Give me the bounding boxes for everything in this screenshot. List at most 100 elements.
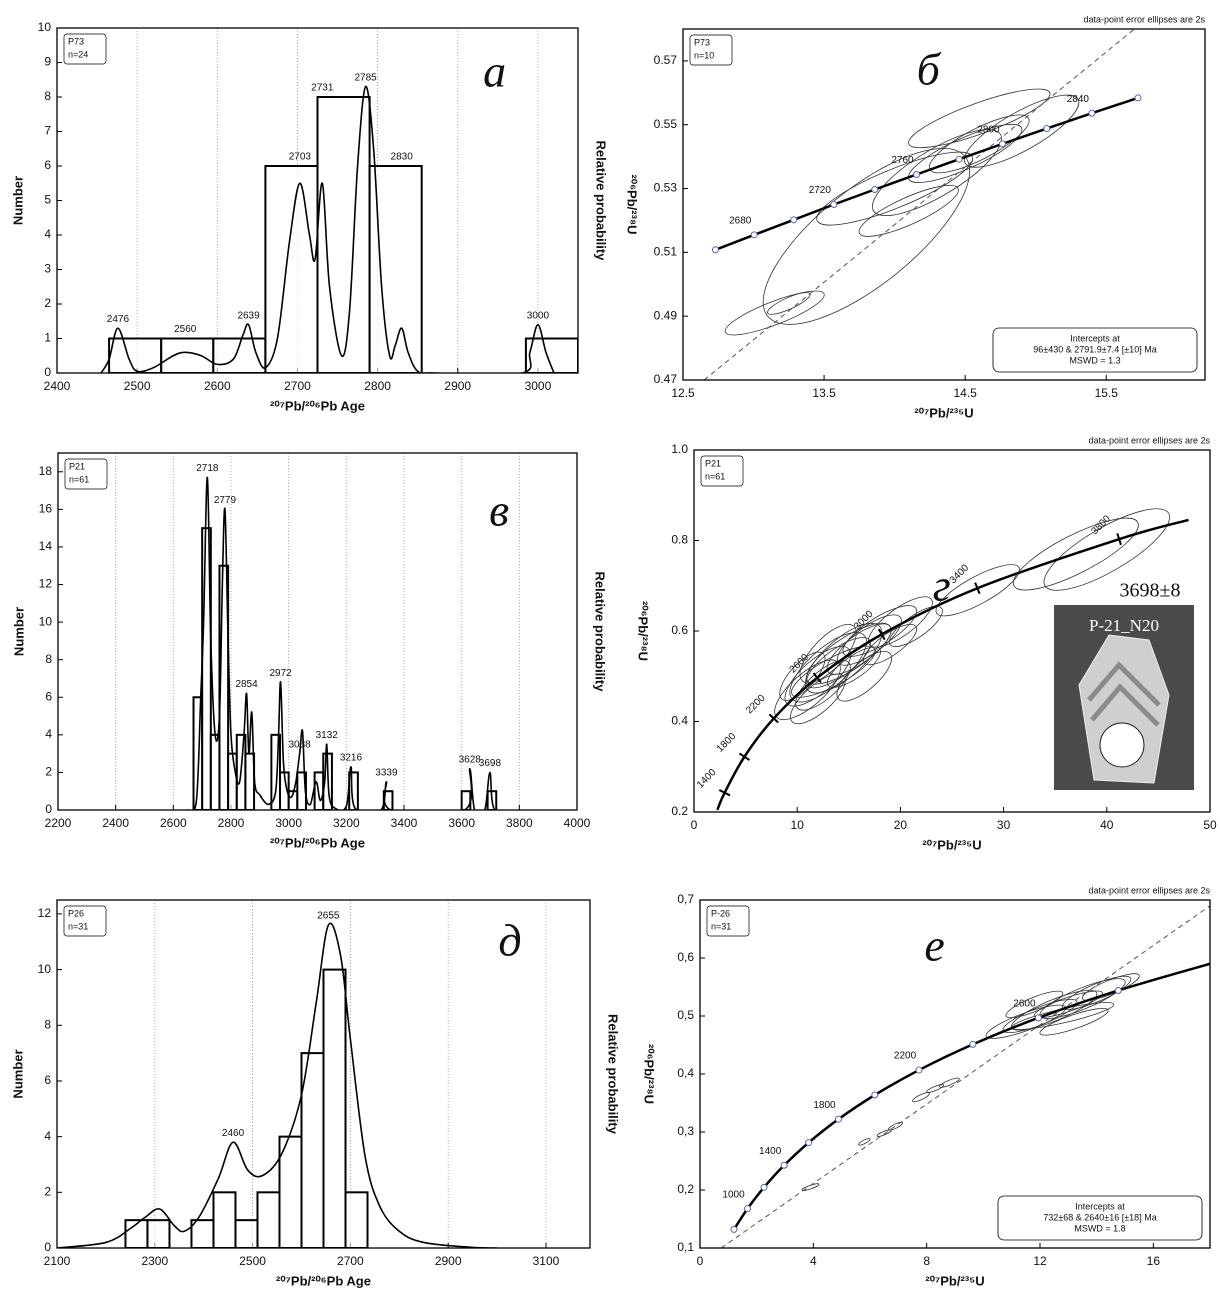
age-marker: [1134, 94, 1142, 102]
panel: 2400 2500 2600 2700 2800 2900 3000 0 1 2 3 4 5 6 7 8 9 10…: [10, 20, 608, 413]
histogram-bar: [227, 752, 238, 810]
peak-label: 2972: [269, 668, 292, 679]
probability-curve: [186, 476, 520, 810]
plot-frame: [57, 452, 578, 811]
error-ellipse: [1081, 973, 1140, 1001]
age-label: 1000: [722, 1189, 745, 1200]
age-label: 2760: [891, 155, 914, 166]
x-tick-label: 10: [791, 818, 805, 832]
plot-frame: [699, 899, 1211, 1249]
x-tick-label: 2900: [444, 379, 471, 393]
sample-id: P21: [705, 458, 721, 468]
age-label: 1400: [695, 767, 719, 791]
x-tick-label: 2400: [102, 816, 129, 830]
plot-content: [716, 508, 1189, 811]
age-marker: [871, 1091, 879, 1099]
error-ellipse: [926, 1084, 945, 1093]
sample-box: [63, 33, 107, 65]
y-tick-label: 10: [38, 20, 52, 34]
histogram-bar: [344, 1191, 369, 1248]
histogram-bar: [368, 165, 423, 373]
x-tick-label: 3100: [533, 1254, 560, 1268]
error-ellipse: [724, 290, 825, 336]
plot-content: [100, 85, 578, 373]
peak-label: 3628: [459, 754, 482, 765]
y-tick-label: 0.47: [654, 372, 678, 386]
error-ellipse: [935, 564, 1020, 617]
panel: 12.5 13.5 14.5 15.5 0.47 0.49 0.51 0.53 0.55 0.57…: [625, 14, 1206, 420]
error-ellipse: [963, 94, 1080, 168]
age-label: 3000: [852, 608, 876, 632]
plot-content: [57, 922, 498, 1248]
plot-content: [186, 476, 520, 810]
x-tick-label: 50: [1203, 818, 1217, 832]
probability-curve: [57, 922, 498, 1248]
x-tick-label: 2800: [218, 816, 245, 830]
histogram-bar: [264, 165, 319, 373]
y-tick-label: 0.4: [671, 714, 688, 728]
peak-label: 3038: [288, 739, 311, 750]
age-tick: [974, 582, 981, 595]
error-ellipse: [1043, 508, 1171, 591]
x-tick-label: 13.5: [812, 386, 836, 400]
sample-n: n=10: [694, 50, 714, 60]
error-ellipse: [938, 1077, 960, 1088]
x-tick-label: 2700: [337, 1254, 364, 1268]
y-tick-label: 0: [45, 802, 52, 816]
y-tick-label: 18: [39, 464, 53, 478]
y-tick-label: 10: [38, 962, 52, 976]
sample-id: P21: [69, 461, 85, 471]
error-ellipse: [871, 129, 1002, 217]
error-ellipse: [767, 292, 811, 315]
age-label: 3400: [948, 562, 972, 586]
y-tick-label: 0: [44, 365, 51, 379]
y-tick-label: 12: [39, 577, 53, 591]
sample-n: n=61: [705, 471, 725, 481]
analysis-spot: [1099, 722, 1145, 768]
note: data-point error ellipses are 2s: [1088, 885, 1210, 895]
x-tick-label: 3200: [333, 816, 360, 830]
histogram-bar: [244, 752, 256, 810]
concordia-curve: [732, 962, 1210, 1231]
y2-axis-title: Relative probability: [594, 141, 609, 262]
y-tick-label: 0,5: [677, 1008, 694, 1022]
panel-letter: е: [924, 920, 944, 971]
error-ellipse: [1062, 975, 1132, 1010]
note: data-point error ellipses are 2s: [1088, 435, 1210, 445]
y-tick-label: 0,7: [677, 892, 694, 906]
sample-n: n=31: [68, 921, 88, 931]
age-marker: [805, 1139, 813, 1147]
age-marker: [915, 1066, 923, 1074]
y-tick-label: 12: [38, 906, 52, 920]
age-label: 1800: [715, 731, 739, 755]
y-tick-label: 0,6: [677, 950, 694, 964]
plot-frame: [56, 899, 591, 1249]
sample-id: P73: [694, 37, 710, 47]
age-label: 2720: [809, 185, 832, 196]
x-tick-label: 3800: [506, 816, 533, 830]
y-tick-label: 2: [45, 765, 52, 779]
discordia-line: [720, 905, 1210, 1248]
probability-curve: [100, 85, 555, 373]
age-marker: [912, 171, 920, 179]
y-tick-label: 14: [39, 539, 53, 553]
sample-box: [689, 34, 733, 66]
age-label: 1400: [759, 1146, 782, 1157]
x-tick-label: 3600: [448, 816, 475, 830]
error-ellipse: [836, 651, 892, 702]
peak-label: 2476: [107, 314, 130, 325]
x-tick-label: 2700: [284, 379, 311, 393]
x-tick-label: 2800: [364, 379, 391, 393]
y-tick-label: 4: [44, 1129, 51, 1143]
x-axis-title: ²⁰⁷Pb/²³⁵U: [922, 837, 981, 852]
peak-label: 2779: [214, 495, 237, 506]
x-tick-label: 4: [810, 1254, 817, 1268]
peak-label: 2639: [237, 310, 260, 321]
age-tick: [877, 628, 886, 641]
y-tick-label: 0.8: [671, 533, 688, 547]
intercept-text: Intercepts at: [1075, 1201, 1125, 1211]
intercept-text: MSWD = 1.8: [1074, 1223, 1125, 1233]
error-ellipse: [912, 1092, 930, 1103]
age-marker: [780, 1161, 788, 1169]
histogram-bar: [256, 1191, 281, 1248]
